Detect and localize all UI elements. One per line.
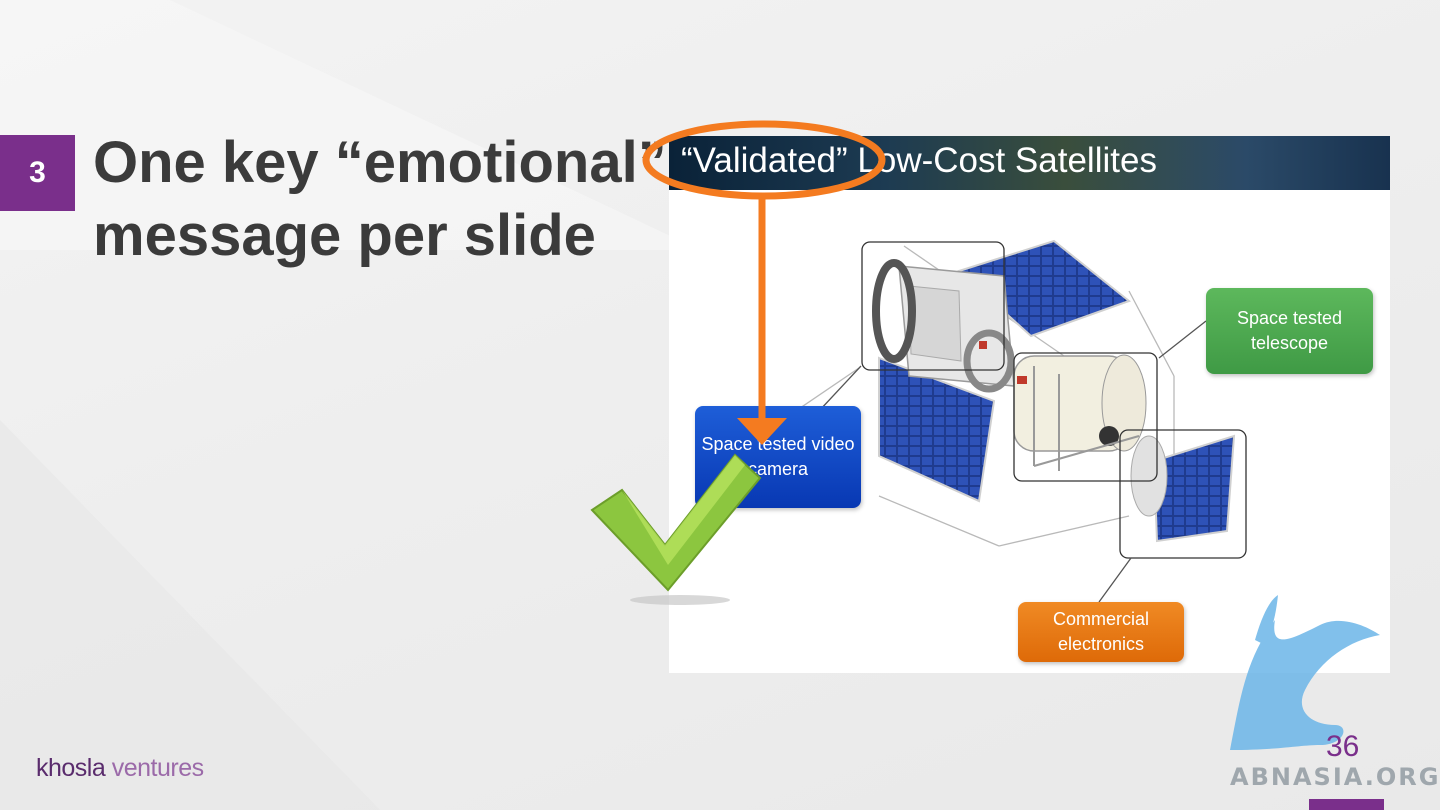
headline-line-2: message per slide xyxy=(93,203,596,268)
page-number: 36 xyxy=(1326,730,1360,763)
watermark-text: ABNASIA.ORG xyxy=(1230,763,1440,791)
embedded-slide-image: “Validated” Low-Cost Satellites xyxy=(669,136,1390,673)
slide-number-badge: 3 xyxy=(0,135,75,211)
callout-video-camera: Space tested video camera xyxy=(695,406,861,508)
khosla-ventures-logo: khosla ventures xyxy=(36,754,204,783)
callout-telescope: Space tested telescope xyxy=(1206,288,1373,374)
callout-electronics: Commercial electronics xyxy=(1018,602,1184,662)
slide-headline: One key “emotional” message per slide xyxy=(93,126,673,272)
logo-part-khosla: khosla xyxy=(36,754,106,782)
headline-line-1: One key “emotional” xyxy=(93,130,667,195)
logo-part-ventures: ventures xyxy=(111,754,204,782)
satellite-illustration xyxy=(758,239,1247,603)
bottom-accent-bar xyxy=(1309,799,1384,810)
